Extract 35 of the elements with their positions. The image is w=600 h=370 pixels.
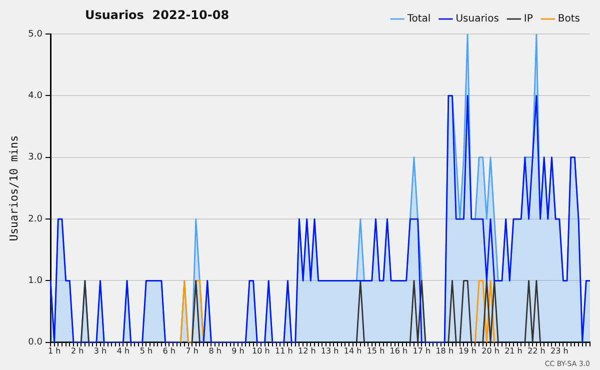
x-tick-label: 9 h — [232, 346, 244, 356]
x-tick-label: 8 h — [208, 346, 222, 356]
y-tick-label: 5.0 — [28, 29, 43, 40]
x-tick-label: 23 h — [550, 346, 568, 356]
x-tick-label: 1 h — [48, 346, 61, 356]
y-tick-label: 2.0 — [28, 214, 43, 224]
x-tick-label: 12 h — [298, 346, 316, 356]
x-tick-label: 6 h — [162, 346, 176, 356]
x-tick-label: 10 h — [252, 346, 270, 356]
legend-label: Usuarios — [456, 14, 499, 25]
x-tick-label: 5 h — [140, 346, 153, 356]
x-tick-label: 4 h — [116, 346, 130, 356]
x-tick-label: 18 h — [436, 346, 454, 356]
y-tick-label: 1.0 — [28, 276, 43, 286]
y-tick-label: 3.0 — [28, 152, 43, 163]
x-tick-label: 19 h — [458, 346, 476, 356]
x-tick-label: 3 h — [94, 346, 107, 356]
legend-label: Total — [406, 14, 431, 25]
y-tick-label: 0.0 — [28, 338, 43, 348]
x-tick-label: 7 h — [186, 346, 198, 356]
x-tick-label: 22 h — [528, 346, 546, 356]
x-tick-label: 17 h — [412, 346, 431, 356]
x-tick-label: 21 h — [504, 346, 522, 356]
x-tick-label: 16 h — [390, 346, 408, 356]
x-tick-label: 2 h — [70, 346, 84, 356]
x-tick-label: 13 h — [320, 346, 339, 356]
x-tick-label: 20 h — [482, 346, 500, 356]
legend-label: IP — [524, 14, 533, 25]
y-tick-label: 4.0 — [28, 91, 43, 102]
chart-title: Usuarios 2022-10-08 — [85, 8, 230, 22]
x-tick-label: 15 h — [366, 346, 385, 356]
x-tick-label: 14 h — [344, 346, 362, 356]
y-axis-title: Usuarios/10 mins — [7, 135, 20, 242]
x-tick-label: 11 h — [275, 346, 293, 356]
legend-label: Bots — [558, 14, 580, 25]
